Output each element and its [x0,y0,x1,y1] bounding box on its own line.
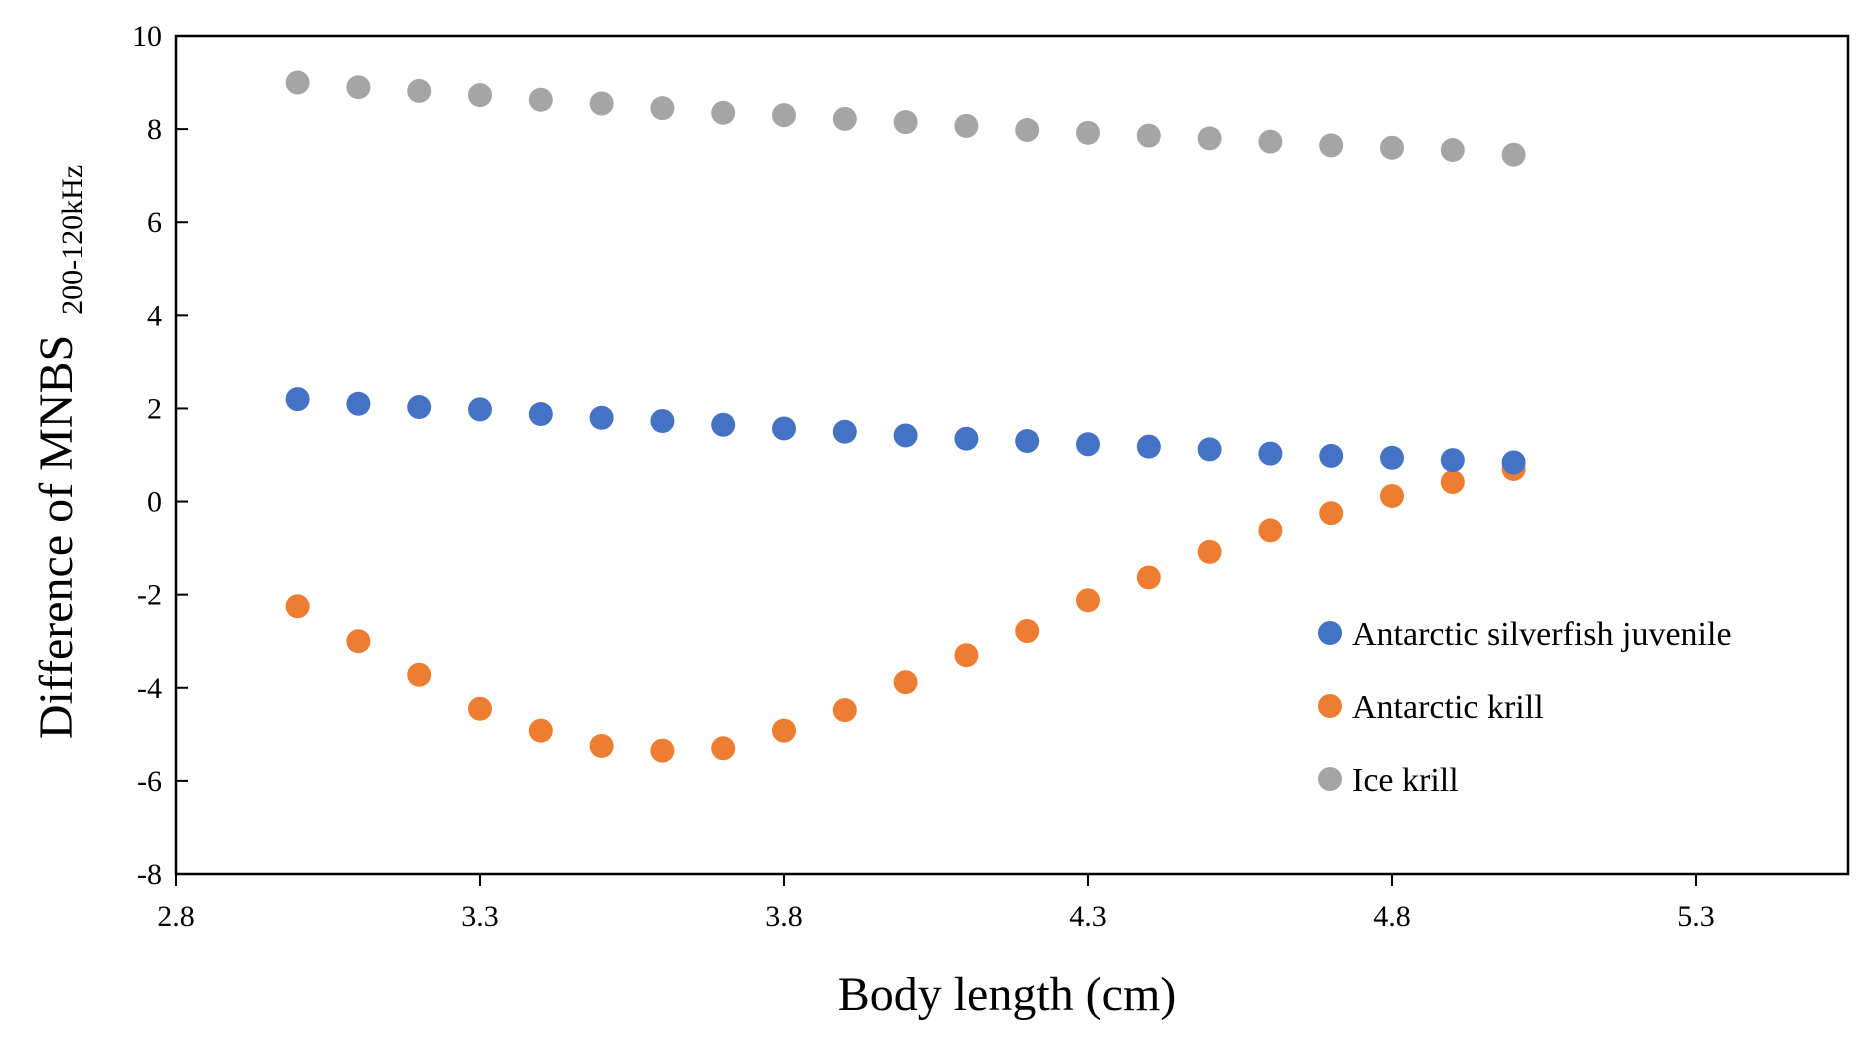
point-ice-krill [1380,135,1404,160]
point-ice-krill [1501,142,1526,167]
point-antarctic-krill [528,718,553,743]
point-ice-krill [1440,138,1465,163]
point-antarctic-krill [1258,518,1283,543]
point-antarctic-silverfish-juvenile [1197,437,1222,462]
point-ice-krill [1015,118,1040,143]
point-antarctic-silverfish-juvenile [954,426,979,451]
point-ice-krill [468,83,492,108]
point-antarctic-krill [1015,618,1040,643]
point-antarctic-krill [1319,501,1344,526]
point-antarctic-silverfish-juvenile [1258,441,1283,466]
point-antarctic-silverfish-juvenile [346,391,371,416]
y-tick-label: -6 [137,765,162,798]
y-tick-label: 10 [132,20,162,53]
legend-marker-antarctic-krill [1318,694,1342,718]
point-ice-krill [893,110,918,135]
legend-label-ice-krill: Ice krill [1352,762,1459,799]
y-tick-label: 8 [147,113,162,146]
point-antarctic-silverfish-juvenile [650,409,675,434]
point-ice-krill [1258,129,1283,154]
point-antarctic-silverfish-juvenile [285,387,310,412]
y-tick-label: 6 [147,206,162,239]
point-antarctic-silverfish-juvenile [893,423,918,448]
point-antarctic-krill [346,629,371,654]
point-ice-krill [528,87,553,112]
point-antarctic-krill [1136,565,1161,590]
x-tick-label: 4.3 [1069,900,1107,933]
legend-marker-ice-krill [1318,767,1342,791]
point-antarctic-silverfish-juvenile [468,397,492,422]
x-tick-label: 5.3 [1677,900,1715,933]
point-antarctic-krill [893,670,918,695]
point-antarctic-silverfish-juvenile [1076,432,1100,457]
point-antarctic-krill [1076,588,1100,613]
point-antarctic-krill [285,594,310,619]
point-ice-krill [407,78,432,103]
point-antarctic-silverfish-juvenile [1319,443,1344,468]
point-antarctic-silverfish-juvenile [711,412,736,437]
point-antarctic-silverfish-juvenile [1015,429,1040,454]
point-antarctic-krill [832,698,857,723]
point-antarctic-silverfish-juvenile [589,405,614,430]
point-antarctic-silverfish-juvenile [832,419,857,444]
point-ice-krill [832,106,857,131]
point-antarctic-silverfish-juvenile [407,395,432,420]
y-tick-label: 0 [147,486,162,519]
point-antarctic-silverfish-juvenile [1136,434,1161,459]
x-tick-label: 3.8 [765,900,803,933]
point-ice-krill [1197,126,1222,151]
point-ice-krill [650,96,675,121]
y-tick-label: -4 [137,672,162,705]
y-axis-title-main: Difference of MNBS [30,335,83,739]
point-ice-krill [772,103,796,128]
axes: -8 -6 -4 -2 0 2 4 6 8 10 2.8 3.3 3.8 4.3 4.8 5.3 [132,20,1850,933]
point-antarctic-krill [1380,483,1404,508]
point-antarctic-silverfish-juvenile [1440,448,1465,473]
point-antarctic-krill [711,736,736,761]
y-tick-label: -8 [137,858,162,891]
point-antarctic-krill [954,643,979,668]
point-antarctic-krill [1440,470,1465,495]
point-antarctic-silverfish-juvenile [1380,445,1404,470]
legend: Antarctic silverfish juvenile Antarctic k… [1318,616,1732,799]
y-axis-title: Difference of MNBS 200-120kHz [30,165,89,739]
x-tick-label: 3.3 [461,900,499,933]
point-ice-krill [1319,133,1344,158]
y-tick-label: -2 [137,579,162,612]
plot-frame [174,34,1850,876]
point-ice-krill [711,100,736,125]
point-ice-krill [589,91,614,116]
legend-label-antarctic-krill: Antarctic krill [1352,689,1544,726]
point-ice-krill [1076,120,1100,145]
legend-label-antarctic-silverfish-juvenile: Antarctic silverfish juvenile [1352,616,1732,653]
point-ice-krill [1136,123,1161,148]
legend-marker-antarctic-silverfish-juvenile [1318,621,1342,645]
x-tick-label: 4.8 [1373,900,1411,933]
point-ice-krill [346,75,371,100]
y-axis-title-subscript: 200-120kHz [56,165,89,315]
point-antarctic-krill [468,696,492,721]
point-antarctic-krill [772,718,796,743]
point-antarctic-krill [650,738,675,763]
point-antarctic-silverfish-juvenile [772,416,796,441]
point-antarctic-krill [1197,539,1222,564]
y-tick-label: 4 [147,299,162,332]
point-antarctic-krill [589,733,614,758]
point-antarctic-silverfish-juvenile [528,402,553,427]
point-antarctic-krill [407,662,432,687]
x-tick-label: 2.8 [157,900,195,933]
point-antarctic-silverfish-juvenile [1501,450,1526,475]
point-ice-krill [285,70,310,95]
point-ice-krill [954,113,979,138]
data-points [285,70,1526,763]
x-axis-title: Body length (cm) [838,968,1177,1021]
y-tick-label: 2 [147,392,162,425]
